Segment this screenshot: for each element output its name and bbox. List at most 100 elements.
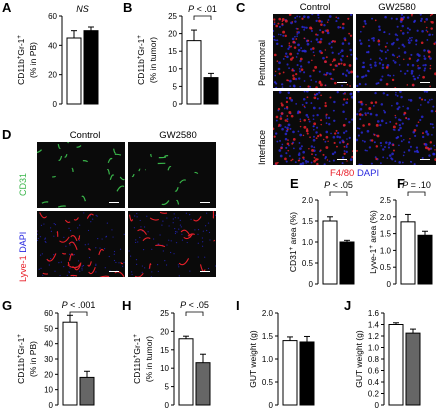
- micrograph-d-control-lyve1: [37, 211, 125, 277]
- stain-label-dapi-d: DAPI: [18, 231, 28, 253]
- panel-d-col-control: Control: [69, 130, 101, 141]
- y-axis-label: GUT weight (g): [354, 330, 364, 388]
- y-axis-label: CD11b+Gr-1+: [16, 35, 26, 85]
- y-axis-label: GUT weight (g): [248, 330, 258, 388]
- bar-chart-b: 0 5 10 15 20 25 CD11b+Gr-1+(% in tumor) P < .01: [136, 4, 219, 109]
- significance-bracket: [69, 311, 88, 316]
- y-tick-label: 0.2: [368, 390, 380, 399]
- bar-gw2580: [417, 234, 433, 285]
- y-tick-label: 1.6: [368, 309, 380, 318]
- bar-gw2580: [405, 332, 421, 406]
- significance-label: P < .05: [180, 300, 209, 310]
- y-tick-label: 60: [48, 12, 57, 21]
- y-tick-label: 0: [49, 401, 54, 410]
- y-tick-label: 60: [44, 309, 53, 318]
- y-tick-label: 1.5: [380, 230, 392, 239]
- bar-control: [388, 324, 404, 406]
- stain-label-lyve1: Lyve-1: [18, 255, 28, 282]
- panel-c-col-gw2580: GW2580: [378, 2, 416, 13]
- y-tick-label: 10: [168, 65, 177, 74]
- bar-chart-a: 0 20 40 60 CD11b+Gr-1+(% in PB) NS: [16, 4, 99, 109]
- y-tick-label: 2.0: [262, 309, 274, 318]
- y-tick-label: 20: [48, 71, 57, 80]
- y-tick-label: 2.0: [380, 213, 392, 222]
- bar-control: [282, 340, 298, 406]
- y-tick-label: 0: [309, 280, 314, 289]
- y-axis-label: Lyve-1+ area (%): [368, 210, 378, 274]
- panel-c-row-interface: Interface: [257, 129, 267, 165]
- bar-chart-j: 0 0.2 0.4 0.6 0.8 1.0 1.2 1.4 1.6 GUT weight (g): [354, 309, 421, 410]
- panel-letter-h: H: [122, 298, 132, 313]
- y-tick-label: 5: [173, 82, 178, 91]
- stain-label-f480: F4/80: [330, 168, 355, 179]
- y-tick-label: 25: [168, 12, 177, 21]
- y-tick-label: 1.0: [262, 355, 274, 364]
- y-tick-label: 1.2: [368, 332, 380, 341]
- scale-bar: [337, 81, 347, 83]
- panel-letter-i: I: [236, 298, 240, 313]
- y-tick-label: 10: [160, 364, 169, 373]
- scale-bar: [200, 270, 210, 272]
- y-tick-label: 0: [269, 401, 274, 410]
- y-tick-label: 1.4: [368, 321, 380, 330]
- scale-bar: [420, 158, 430, 160]
- panel-d-col-gw2580: GW2580: [159, 130, 197, 141]
- stain-label-dapi: DAPI: [356, 168, 380, 179]
- y-tick-label: 25: [160, 309, 169, 318]
- significance-label: NS: [76, 4, 89, 14]
- y-tick-label: 20: [168, 30, 177, 39]
- y-tick-label: 1.5: [262, 332, 274, 341]
- panel-letter-c: C: [236, 0, 246, 15]
- significance-bracket: [407, 191, 426, 196]
- y-tick-label: 40: [44, 340, 53, 349]
- bar-gw2580: [79, 376, 95, 406]
- micrograph-c-gw2580-interface: [356, 91, 436, 165]
- y-axis-label-secondary: (% in tumor): [144, 336, 154, 382]
- significance-label: P < .001: [62, 300, 96, 310]
- y-tick-label: 0.6: [368, 367, 380, 376]
- bar-control: [322, 220, 338, 285]
- bar-control: [62, 321, 78, 406]
- y-tick-label: 0.4: [368, 378, 380, 387]
- y-tick-label: 5: [165, 383, 170, 392]
- significance-label: P < .01: [188, 4, 217, 14]
- micrograph-c-gw2580-pentumoral: [356, 14, 436, 88]
- panel-c-stain-legend: F4/80 DAPI: [330, 168, 379, 179]
- panel-c-col-control: Control: [299, 2, 331, 13]
- micrograph-c-control-interface: [273, 91, 353, 165]
- significance-bracket: [329, 191, 348, 196]
- bar-chart-h: 0 5 10 15 20 25 CD11b+Gr-1+(% in tumor) P < .05: [132, 300, 211, 410]
- scale-bar: [200, 201, 210, 203]
- y-tick-label: 15: [160, 346, 169, 355]
- y-tick-label: 15: [168, 47, 177, 56]
- y-tick-label: 0: [375, 401, 380, 410]
- micrograph-c-control-pentumoral: [273, 14, 353, 88]
- y-tick-label: 1.0: [368, 344, 380, 353]
- y-tick-label: 0.8: [368, 355, 380, 364]
- panel-letter-e: E: [290, 176, 299, 191]
- panel-letter-a: A: [2, 0, 12, 15]
- y-axis-label-secondary: (% in PB): [28, 341, 38, 377]
- bar-gw2580: [83, 30, 99, 105]
- y-tick-label: 0: [173, 100, 178, 109]
- y-tick-label: 20: [44, 370, 53, 379]
- y-tick-label: 0.5: [380, 263, 392, 272]
- micrograph-d-gw2580-cd31: [128, 142, 216, 208]
- y-tick-label: 0: [387, 280, 392, 289]
- y-tick-label: 10: [44, 386, 53, 395]
- y-tick-label: 1.0: [302, 238, 314, 247]
- panel-letter-j: J: [344, 298, 352, 313]
- y-tick-label: 2.5: [380, 196, 392, 205]
- y-tick-label: 0: [165, 401, 170, 410]
- y-axis-label-secondary: (% in PB): [28, 42, 38, 78]
- significance-label: P < .05: [324, 180, 353, 190]
- y-tick-label: 0.5: [262, 378, 274, 387]
- bar-control: [400, 221, 416, 285]
- y-tick-label: 30: [44, 355, 53, 364]
- y-tick-label: 1.5: [302, 217, 314, 226]
- y-axis-label: CD31+ area (%): [288, 212, 298, 272]
- bar-gw2580: [299, 341, 315, 406]
- significance-bracket: [193, 15, 212, 20]
- bar-control: [186, 40, 202, 105]
- bar-chart-e: 0 0.5 1.0 1.5 2.0 CD31+ area (%) P < .05: [288, 180, 355, 289]
